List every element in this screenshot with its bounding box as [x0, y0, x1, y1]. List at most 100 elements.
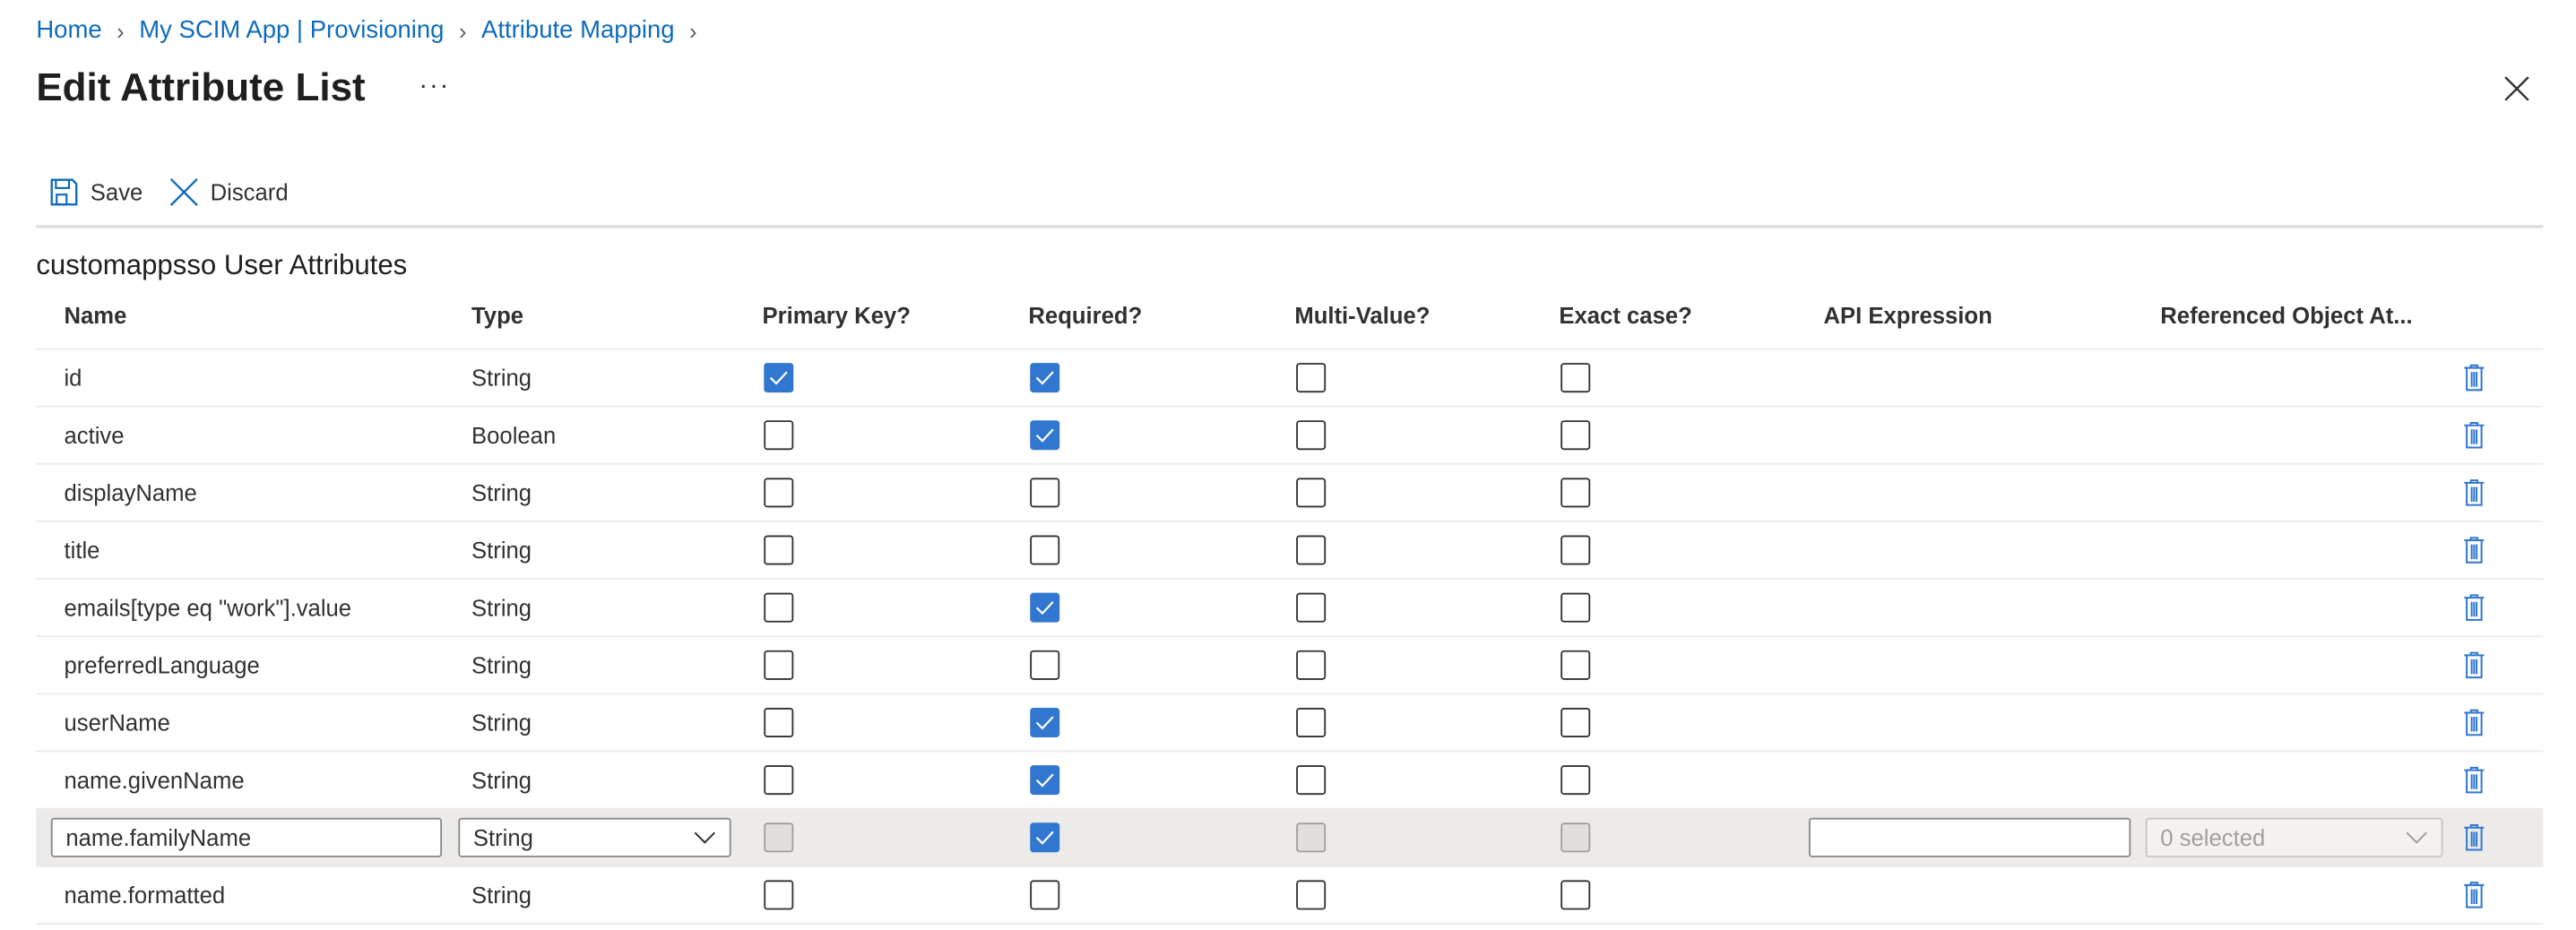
row-divider: [36, 750, 2544, 753]
delete-button[interactable]: [2461, 752, 2487, 807]
chevron-down-icon: [2406, 831, 2427, 844]
required-checkbox[interactable]: [1030, 363, 1060, 393]
required-checkbox[interactable]: [1030, 478, 1060, 508]
primary-key-checkbox[interactable]: [764, 765, 794, 796]
primary-key-checkbox[interactable]: [764, 822, 794, 853]
trash-icon: [2461, 650, 2487, 680]
attribute-type: Boolean: [471, 422, 557, 449]
trash-icon: [2461, 880, 2487, 909]
attribute-name: active: [64, 422, 125, 449]
multi-value-checkbox[interactable]: [1296, 880, 1327, 910]
required-checkbox[interactable]: [1030, 707, 1060, 737]
breadcrumb-provisioning[interactable]: My SCIM App | Provisioning: [139, 16, 445, 45]
exact-case-checkbox[interactable]: [1560, 707, 1591, 737]
referenced-object-dropdown[interactable]: 0 selected: [2145, 817, 2443, 857]
trash-icon: [2461, 593, 2487, 623]
delete-button[interactable]: [2461, 694, 2487, 750]
save-label: Save: [90, 178, 143, 206]
delete-button[interactable]: [2461, 867, 2487, 923]
attribute-name: displayName: [64, 479, 197, 506]
row-divider: [36, 405, 2544, 408]
trash-icon: [2461, 765, 2487, 795]
table-row: name.formatted String: [36, 867, 2543, 923]
page-title: Edit Attribute List: [36, 65, 366, 110]
primary-key-checkbox[interactable]: [764, 420, 794, 451]
delete-button[interactable]: [2461, 580, 2487, 635]
required-checkbox[interactable]: [1030, 420, 1060, 451]
table-row: emails[type eq "work"].value String: [36, 580, 2543, 635]
section-title: customappsso User Attributes: [36, 249, 408, 281]
table-row: name.givenName String: [36, 752, 2543, 807]
breadcrumb-attribute-mapping[interactable]: Attribute Mapping: [481, 16, 675, 45]
exact-case-checkbox[interactable]: [1560, 363, 1591, 393]
discard-button[interactable]: Discard: [169, 177, 289, 207]
exact-case-checkbox[interactable]: [1560, 880, 1591, 910]
primary-key-checkbox[interactable]: [764, 707, 794, 737]
row-divider: [36, 578, 2544, 581]
multi-value-checkbox[interactable]: [1296, 420, 1327, 451]
header-divider: [36, 348, 2544, 350]
row-divider: [36, 807, 2544, 810]
column-name-header: Name: [64, 302, 127, 329]
multi-value-checkbox[interactable]: [1296, 822, 1327, 853]
column-exact-case-header: Exact case?: [1559, 302, 1692, 329]
exact-case-checkbox[interactable]: [1560, 765, 1591, 796]
row-divider: [36, 693, 2544, 695]
breadcrumb-home[interactable]: Home: [36, 16, 102, 45]
required-checkbox[interactable]: [1030, 822, 1060, 853]
primary-key-checkbox[interactable]: [764, 592, 794, 623]
required-checkbox[interactable]: [1030, 880, 1060, 910]
required-checkbox[interactable]: [1030, 765, 1060, 796]
exact-case-checkbox[interactable]: [1560, 592, 1591, 623]
exact-case-checkbox[interactable]: [1560, 822, 1591, 853]
primary-key-checkbox[interactable]: [764, 880, 794, 910]
type-dropdown-value: String: [472, 824, 533, 851]
toolbar-divider: [36, 225, 2544, 228]
multi-value-checkbox[interactable]: [1296, 478, 1327, 508]
delete-button[interactable]: [2461, 408, 2487, 463]
column-api-expression-header: API Expression: [1823, 302, 1993, 329]
exact-case-checkbox[interactable]: [1560, 420, 1591, 451]
multi-value-checkbox[interactable]: [1296, 592, 1327, 623]
trash-icon: [2461, 536, 2487, 565]
attribute-type: String: [471, 594, 532, 621]
close-button[interactable]: [2501, 73, 2534, 106]
delete-button[interactable]: [2461, 465, 2487, 521]
name-input[interactable]: name.familyName: [50, 817, 443, 857]
multi-value-checkbox[interactable]: [1296, 707, 1327, 737]
column-primary-key-header: Primary Key?: [762, 302, 911, 329]
exact-case-checkbox[interactable]: [1560, 478, 1591, 508]
required-checkbox[interactable]: [1030, 535, 1060, 565]
type-dropdown[interactable]: String: [458, 817, 731, 857]
primary-key-checkbox[interactable]: [764, 363, 794, 393]
delete-button[interactable]: [2461, 522, 2487, 578]
name-input-value: name.familyName: [65, 824, 252, 851]
save-button[interactable]: Save: [49, 177, 143, 207]
chevron-right-icon: ›: [458, 17, 467, 44]
row-divider: [36, 521, 2544, 522]
required-checkbox[interactable]: [1030, 592, 1060, 623]
exact-case-checkbox[interactable]: [1560, 650, 1591, 680]
multi-value-checkbox[interactable]: [1296, 535, 1327, 565]
attribute-name: emails[type eq "work"].value: [64, 594, 352, 621]
attribute-type: String: [471, 651, 532, 678]
multi-value-checkbox[interactable]: [1296, 765, 1327, 796]
attribute-name: name.formatted: [64, 882, 226, 908]
primary-key-checkbox[interactable]: [764, 478, 794, 508]
delete-button[interactable]: [2461, 810, 2487, 865]
required-checkbox[interactable]: [1030, 650, 1060, 680]
attribute-name: name.givenName: [64, 766, 245, 794]
multi-value-checkbox[interactable]: [1296, 363, 1327, 393]
attribute-type: String: [471, 766, 532, 794]
exact-case-checkbox[interactable]: [1560, 535, 1591, 565]
multi-value-checkbox[interactable]: [1296, 650, 1327, 680]
api-expression-input[interactable]: [1809, 817, 2131, 857]
attribute-name: id: [64, 364, 82, 392]
row-divider: [36, 635, 2544, 638]
delete-button[interactable]: [2461, 637, 2487, 693]
primary-key-checkbox[interactable]: [764, 535, 794, 565]
primary-key-checkbox[interactable]: [764, 650, 794, 680]
more-options-button[interactable]: ···: [419, 72, 451, 100]
delete-button[interactable]: [2461, 349, 2487, 405]
